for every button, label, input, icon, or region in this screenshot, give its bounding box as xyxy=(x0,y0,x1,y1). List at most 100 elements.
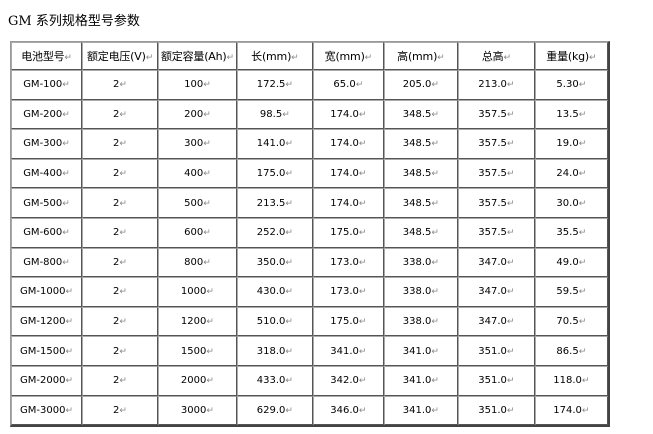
table-cell: 357.5 xyxy=(457,129,535,159)
table-cell: 19.0 xyxy=(534,129,608,159)
table-cell: 348.5 xyxy=(383,158,458,189)
table-cell: 252.0 xyxy=(236,217,313,248)
table-cell: 30.0 xyxy=(534,188,608,218)
table-cell: 49.0 xyxy=(534,247,608,278)
table-cell: 2 xyxy=(82,129,158,159)
table-cell: GM-1000 xyxy=(11,277,82,307)
table-cell: 500 xyxy=(158,188,237,218)
table-cell: 338.0 xyxy=(383,247,458,278)
table-row: GM-120021200510.0175.0338.0347.070.5 xyxy=(11,306,608,337)
table-cell: GM-3000 xyxy=(11,395,82,426)
table-cell: 174.0 xyxy=(312,188,384,218)
table-row: GM-3002300141.0174.0348.5357.519.0 xyxy=(11,129,608,159)
table-cell: 172.5 xyxy=(236,70,313,100)
table-cell: 174.0 xyxy=(312,129,384,159)
table-cell: 175.0 xyxy=(236,158,313,189)
column-header: 长(mm) xyxy=(236,42,313,70)
table-cell: 141.0 xyxy=(236,129,313,159)
table-cell: 70.5 xyxy=(534,306,608,337)
table-cell: 2 xyxy=(82,188,158,218)
table-row: GM-200022000433.0342.0341.0351.0118.0 xyxy=(11,365,608,396)
table-cell: GM-100 xyxy=(11,70,82,100)
table-cell: 348.5 xyxy=(383,217,458,248)
table-cell: 341.0 xyxy=(383,395,458,426)
table-cell: 357.5 xyxy=(457,188,535,218)
table-cell: 433.0 xyxy=(236,365,313,396)
table-cell: GM-600 xyxy=(11,217,82,248)
table-cell: 2 xyxy=(82,217,158,248)
table-cell: 2 xyxy=(82,99,158,130)
table-cell: 350.0 xyxy=(236,247,313,278)
table-cell: GM-300 xyxy=(11,129,82,159)
table-cell: 510.0 xyxy=(236,306,313,337)
table-cell: 86.5 xyxy=(534,336,608,366)
table-cell: 35.5 xyxy=(534,217,608,248)
table-cell: 341.0 xyxy=(383,336,458,366)
header-row: 电池型号额定电压(V)额定容量(Ah)长(mm)宽(mm)高(mm)总高重量(k… xyxy=(11,42,608,70)
table-cell: 351.0 xyxy=(457,336,535,366)
table-row: GM-5002500213.5174.0348.5357.530.0 xyxy=(11,188,608,218)
table-cell: 2 xyxy=(82,277,158,307)
table-cell: 348.5 xyxy=(383,129,458,159)
table-cell: 348.5 xyxy=(383,188,458,218)
table-row: GM-200220098.5174.0348.5357.513.5 xyxy=(11,99,608,130)
table-cell: 1000 xyxy=(158,277,237,307)
table-cell: 174.0 xyxy=(312,158,384,189)
table-cell: 341.0 xyxy=(312,336,384,366)
column-header: 总高 xyxy=(457,42,535,70)
table-cell: 175.0 xyxy=(312,306,384,337)
column-header: 重量(kg) xyxy=(534,42,608,70)
table-row: GM-6002600252.0175.0348.5357.535.5 xyxy=(11,217,608,248)
table-cell: 100 xyxy=(158,70,237,100)
table-cell: 2 xyxy=(82,395,158,426)
spec-table: 电池型号额定电压(V)额定容量(Ah)长(mm)宽(mm)高(mm)总高重量(k… xyxy=(10,41,610,428)
table-row: GM-1002100172.565.0205.0213.05.30 xyxy=(11,70,608,100)
table-cell: 300 xyxy=(158,129,237,159)
table-cell: GM-1500 xyxy=(11,336,82,366)
table-cell: 357.5 xyxy=(457,158,535,189)
table-cell: 2 xyxy=(82,336,158,366)
table-cell: 2 xyxy=(82,306,158,337)
table-row: GM-300023000629.0346.0341.0351.0174.0 xyxy=(11,395,608,426)
table-cell: 338.0 xyxy=(383,277,458,307)
table-cell: 213.5 xyxy=(236,188,313,218)
table-cell: 98.5 xyxy=(236,99,313,130)
table-cell: 200 xyxy=(158,99,237,130)
table-row: GM-150021500318.0341.0341.0351.086.5 xyxy=(11,336,608,366)
table-cell: GM-800 xyxy=(11,247,82,278)
table-cell: 347.0 xyxy=(457,247,535,278)
table-cell: 213.0 xyxy=(457,70,535,100)
table-cell: 400 xyxy=(158,158,237,189)
table-cell: 347.0 xyxy=(457,306,535,337)
table-cell: 2 xyxy=(82,70,158,100)
column-header: 宽(mm) xyxy=(312,42,384,70)
table-cell: 346.0 xyxy=(312,395,384,426)
table-cell: 2 xyxy=(82,158,158,189)
table-cell: GM-200 xyxy=(11,99,82,130)
table-cell: GM-2000 xyxy=(11,365,82,396)
table-cell: 174.0 xyxy=(534,395,608,426)
table-cell: 357.5 xyxy=(457,217,535,248)
table-cell: 342.0 xyxy=(312,365,384,396)
table-cell: 5.30 xyxy=(534,70,608,100)
table-cell: 1200 xyxy=(158,306,237,337)
column-header: 额定容量(Ah) xyxy=(158,42,237,70)
table-row: GM-4002400175.0174.0348.5357.524.0 xyxy=(11,158,608,189)
table-cell: 175.0 xyxy=(312,217,384,248)
table-cell: GM-400 xyxy=(11,158,82,189)
table-cell: 118.0 xyxy=(534,365,608,396)
table-cell: 2 xyxy=(82,247,158,278)
table-cell: 351.0 xyxy=(457,395,535,426)
table-cell: 205.0 xyxy=(383,70,458,100)
table-cell: 800 xyxy=(158,247,237,278)
table-cell: 2 xyxy=(82,365,158,396)
table-cell: 338.0 xyxy=(383,306,458,337)
table-cell: 600 xyxy=(158,217,237,248)
table-cell: 430.0 xyxy=(236,277,313,307)
table-cell: 65.0 xyxy=(312,70,384,100)
table-cell: 59.5 xyxy=(534,277,608,307)
table-cell: 318.0 xyxy=(236,336,313,366)
table-cell: 3000 xyxy=(158,395,237,426)
column-header: 高(mm) xyxy=(383,42,458,70)
table-cell: 351.0 xyxy=(457,365,535,396)
